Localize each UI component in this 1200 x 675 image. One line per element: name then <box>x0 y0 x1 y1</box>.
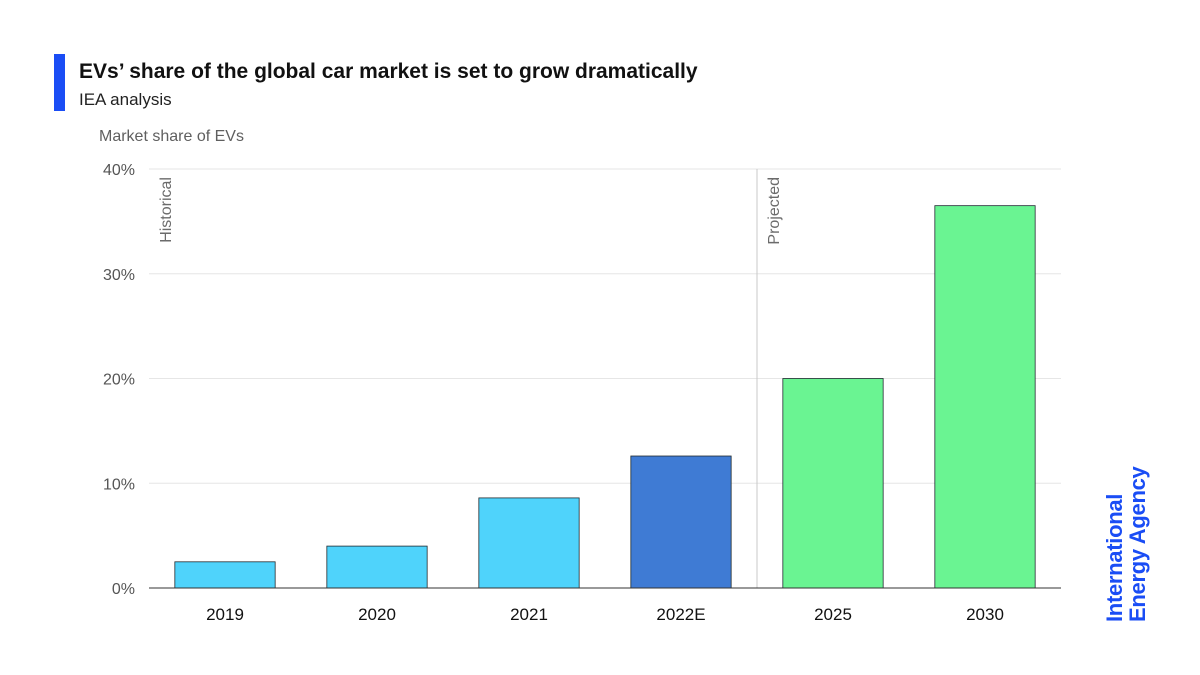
y-tick-label: 40% <box>103 162 135 179</box>
chart-subtitle: IEA analysis <box>79 90 172 109</box>
bar-2022E <box>630 455 732 589</box>
x-tick-label: 2021 <box>510 605 548 624</box>
bar-2030 <box>934 205 1036 589</box>
x-tick-label: 2030 <box>966 605 1004 624</box>
y-axis-label: Market share of EVs <box>99 128 244 145</box>
gridlines <box>149 168 1061 484</box>
logo-line-2: Energy Agency <box>1125 466 1150 622</box>
y-tick-label: 10% <box>103 476 135 493</box>
bar-2019 <box>174 561 276 589</box>
labels: 0% 10% 20% 30% 40% 2019 2020 2021 2022E 2025 2030 H… <box>103 162 1004 624</box>
logo-line-1: International <box>1102 493 1127 622</box>
bar-2020 <box>326 545 428 589</box>
y-tick-label: 20% <box>103 372 135 389</box>
accent-bar <box>54 54 65 111</box>
period-label-historical: Historical <box>158 177 175 243</box>
y-tick-label: 30% <box>103 267 135 284</box>
x-tick-label: 2025 <box>814 605 852 624</box>
iea-logo: International Energy Agency <box>1102 466 1150 622</box>
x-tick-label: 2019 <box>206 605 244 624</box>
period-label-projected: Projected <box>766 177 783 245</box>
x-tick-label: 2022E <box>656 605 705 624</box>
bars <box>174 205 1036 589</box>
x-tick-label: 2020 <box>358 605 396 624</box>
bar-2025 <box>782 378 884 589</box>
y-tick-label: 0% <box>112 581 135 598</box>
chart-title: EVs’ share of the global car market is s… <box>79 60 698 83</box>
bar-2021 <box>478 497 580 589</box>
